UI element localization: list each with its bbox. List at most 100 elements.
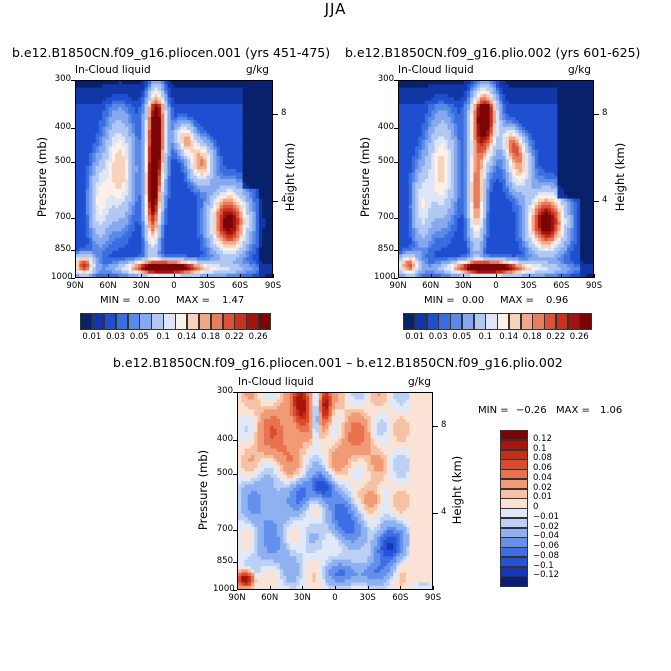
contour-cell xyxy=(576,113,581,118)
contour-cell xyxy=(576,136,581,141)
contour-cell xyxy=(421,100,426,105)
contour-cell xyxy=(125,81,129,85)
contour-cell xyxy=(573,100,578,105)
contour-cell xyxy=(399,139,403,144)
contour-cell xyxy=(190,205,195,209)
contour-cell xyxy=(534,130,539,134)
contour-cell xyxy=(144,198,149,203)
contour-cell xyxy=(98,169,103,174)
contour-cell xyxy=(213,260,218,265)
contour-cell xyxy=(255,136,260,141)
contour-cell xyxy=(167,90,172,95)
contour-cell xyxy=(460,126,465,131)
contour-cell xyxy=(79,81,84,85)
contour-cell xyxy=(502,120,507,125)
contour-cell xyxy=(242,87,247,92)
contour-cell xyxy=(486,100,491,105)
contour-cell xyxy=(424,84,429,89)
contour-cell xyxy=(157,152,162,157)
contour-cell xyxy=(213,165,218,170)
contour-cell xyxy=(82,244,87,249)
contour-cell xyxy=(557,110,562,115)
contour-cell xyxy=(213,116,218,121)
contour-cell xyxy=(265,116,270,121)
contour-cell xyxy=(160,84,165,89)
contour-cell xyxy=(418,97,423,102)
contour-cell xyxy=(437,116,442,121)
contour-cell xyxy=(160,156,165,160)
contour-cell xyxy=(76,87,80,92)
contour-cell xyxy=(213,97,218,102)
contour-cell xyxy=(265,84,270,89)
contour-cell xyxy=(492,113,497,118)
contour-cell xyxy=(98,221,103,226)
contour-cell xyxy=(174,205,178,209)
contour-cell xyxy=(209,267,214,272)
contour-cell xyxy=(255,234,260,239)
contour-cell xyxy=(418,113,423,118)
contour-cell xyxy=(242,198,247,203)
contour-cell xyxy=(580,133,584,138)
contour-cell xyxy=(95,123,100,128)
contour-cell xyxy=(258,201,263,206)
contour-cell xyxy=(232,228,237,232)
contour-cell xyxy=(252,188,257,193)
contour-cell xyxy=(76,130,80,134)
contour-cell xyxy=(85,211,90,216)
contour-cell xyxy=(92,247,97,252)
contour-cell xyxy=(245,273,250,277)
colorbar-swatch xyxy=(222,313,235,330)
contour-cell xyxy=(249,205,253,209)
contour-cell xyxy=(128,162,133,167)
contour-cell xyxy=(180,162,185,167)
contour-cell xyxy=(79,237,84,242)
contour-cell xyxy=(118,208,123,213)
contour-cell xyxy=(428,136,432,141)
contour-cell xyxy=(252,211,257,216)
contour-cell xyxy=(138,228,142,232)
contour-cell xyxy=(463,110,468,115)
contour-cell xyxy=(232,123,237,128)
contour-cell xyxy=(229,152,234,157)
contour-cell xyxy=(128,263,133,268)
contour-cell xyxy=(213,195,218,200)
contour-cell xyxy=(200,195,204,200)
contour-cell xyxy=(245,107,250,111)
contour-cell xyxy=(463,94,468,98)
contour-cell xyxy=(447,110,452,115)
contour-cell xyxy=(583,100,588,105)
contour-cell xyxy=(550,116,555,121)
contour-cell xyxy=(554,107,559,111)
contour-cell xyxy=(262,185,267,190)
contour-cell xyxy=(206,133,211,138)
contour-cell xyxy=(576,90,581,95)
contour-cell xyxy=(92,260,97,265)
contour-cell xyxy=(89,90,93,95)
contour-cell xyxy=(190,152,195,157)
contour-cell xyxy=(236,221,240,226)
contour-cell xyxy=(219,143,224,147)
contour-cell xyxy=(147,136,152,141)
contour-cell xyxy=(177,126,182,131)
contour-cell xyxy=(236,192,240,196)
contour-cell xyxy=(92,188,97,193)
contour-cell xyxy=(252,244,257,249)
contour-cell xyxy=(128,110,133,115)
contour-cell xyxy=(111,175,116,180)
contour-cell xyxy=(405,97,410,102)
contour-cell xyxy=(177,165,182,170)
contour-cell xyxy=(134,100,139,105)
contour-cell xyxy=(111,260,116,265)
contour-cell xyxy=(151,159,155,164)
contour-cell xyxy=(95,214,100,219)
contour-cell xyxy=(232,143,237,147)
contour-cell xyxy=(111,182,116,187)
y-tick-mark xyxy=(71,278,75,279)
contour-cell xyxy=(402,81,407,85)
contour-cell xyxy=(547,110,552,115)
contour-cell xyxy=(399,113,403,118)
contour-cell xyxy=(121,100,126,105)
contour-cell xyxy=(219,123,224,128)
contour-cell xyxy=(268,120,272,125)
contour-cell xyxy=(118,169,123,174)
